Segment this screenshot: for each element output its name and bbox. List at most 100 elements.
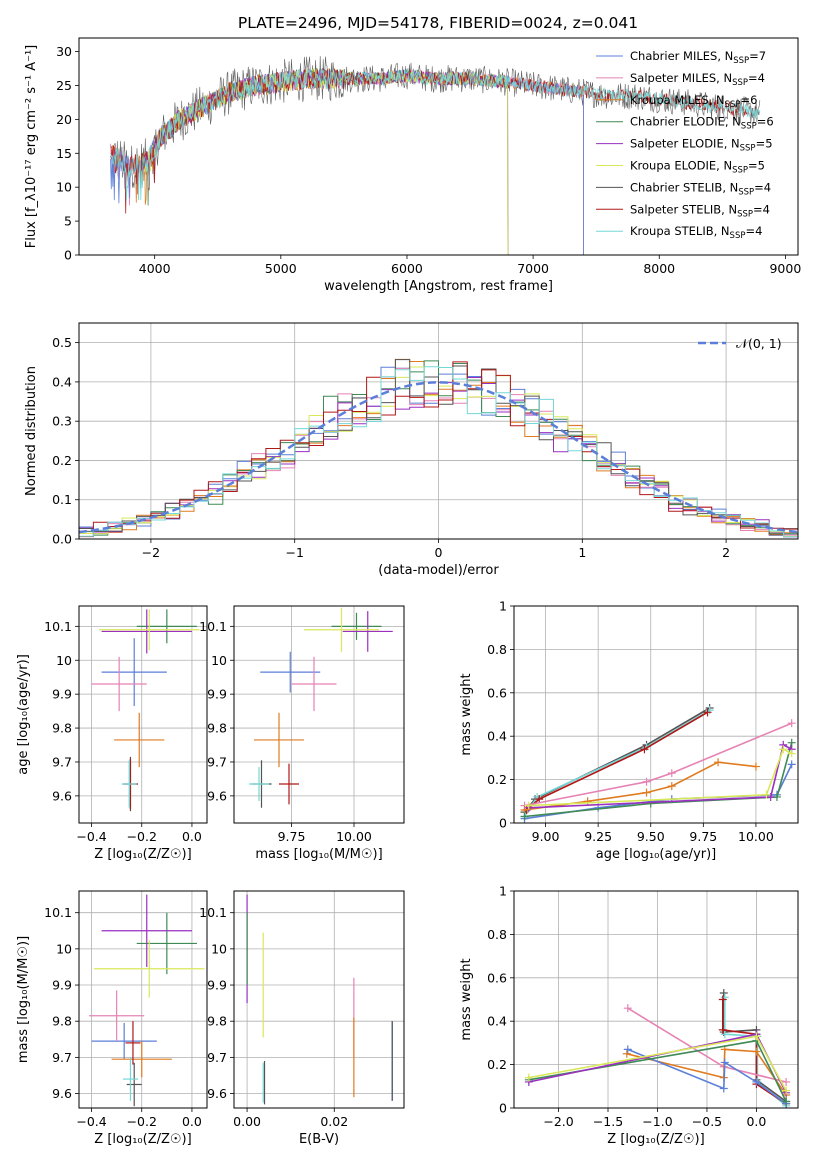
x-tick-label: 9000 — [769, 261, 801, 276]
series-marker — [642, 777, 651, 786]
x-axis-label: (data-model)/error — [378, 563, 499, 578]
plot-area — [89, 894, 205, 1107]
spectrum-line — [110, 67, 761, 202]
x-tick-label: 0.0 — [746, 1114, 766, 1129]
y-tick-label: 9.9 — [52, 978, 72, 993]
x-tick-label: 7000 — [517, 261, 549, 276]
series-marker — [642, 788, 651, 797]
series-marker — [752, 1077, 761, 1086]
series-line — [528, 748, 793, 807]
y-tick-label: 10.1 — [199, 619, 227, 634]
y-tick-label: 0.2 — [52, 453, 72, 468]
plot-area — [91, 609, 200, 812]
series-marker — [787, 719, 796, 728]
errorbar-point — [254, 712, 304, 768]
x-tick-label: −0.4 — [76, 1114, 106, 1129]
series-marker — [782, 1097, 791, 1106]
x-tick-label: 9.00 — [532, 829, 560, 844]
errorbar-point — [279, 763, 299, 805]
y-tick-label: 9.6 — [52, 788, 72, 803]
series-marker — [720, 1058, 729, 1067]
y-tick-label: 0.3 — [52, 414, 72, 429]
plot-area — [246, 894, 393, 1105]
legend-label: 𝒩(0, 1) — [736, 336, 782, 351]
legend-label: Kroupa ELODIE, NSSP=5 — [630, 159, 765, 176]
histogram-step — [79, 361, 798, 539]
y-tick-label: 10 — [211, 653, 227, 668]
errorbar-point — [114, 712, 165, 768]
plot-area — [524, 988, 791, 1108]
errorbar-point — [121, 760, 137, 808]
series-marker — [703, 708, 712, 717]
series-marker — [535, 795, 544, 804]
y-tick-label: 0 — [499, 816, 507, 831]
legend-label: Chabrier MILES, NSSP=7 — [630, 49, 766, 66]
y-tick-label: 9.8 — [207, 1014, 227, 1029]
x-tick-label: 4000 — [139, 261, 171, 276]
mass-weight-vs-age-panel: 9.00 9.25 9.50 9.75 10.00 0 0.2 0.4 0.6 0.8 1 age [… — [459, 599, 799, 862]
y-tick-label: 10.1 — [199, 905, 227, 920]
series-marker — [719, 988, 728, 997]
x-tick-label: 9.75 — [689, 829, 717, 844]
y-tick-label: 0.4 — [487, 1014, 507, 1029]
x-tick-label: 0.0 — [182, 1114, 202, 1129]
x-tick-label: 10.00 — [738, 829, 774, 844]
spectrum-panel: 4000 5000 6000 7000 8000 9000 0 5 10 15 20 25 30 wave… — [24, 37, 801, 294]
errorbar-point — [94, 939, 205, 998]
x-tick-label: 8000 — [643, 261, 675, 276]
spectrum-line — [141, 67, 509, 255]
series-marker — [720, 1030, 729, 1039]
series-marker — [667, 769, 676, 778]
series-marker — [752, 1047, 761, 1056]
residuals-panel: −2 −1 0 1 2 0.0 0.1 0.2 0.3 0.4 0.5 (data-model)/er… — [24, 322, 799, 578]
y-tick-label: 25 — [56, 78, 72, 93]
y-tick-label: 9.8 — [52, 721, 72, 736]
series-marker — [779, 745, 788, 754]
mass-vs-EBV-panel: 0.00 0.02 9.6 9.7 9.8 9.9 10 10.1 E(B-V) — [199, 890, 405, 1147]
errorbar-point — [291, 656, 337, 712]
series-marker — [751, 762, 760, 771]
axes-frame — [78, 605, 208, 824]
y-tick-label: 9.9 — [52, 687, 72, 702]
plot-area — [110, 56, 761, 255]
series-marker — [752, 1032, 761, 1041]
y-tick-label: 9.6 — [52, 1086, 72, 1101]
series-marker — [782, 1077, 791, 1086]
x-tick-label: 2 — [722, 545, 730, 560]
y-axis-label: age [log₁₀(age/yr)] — [16, 654, 31, 775]
series-line — [528, 743, 793, 809]
series-marker — [583, 797, 592, 806]
x-tick-label: −1.0 — [642, 1114, 672, 1129]
x-axis-label: age [log₁₀(age/yr)] — [596, 847, 717, 862]
errorbar-point — [89, 990, 145, 1042]
axes-frame — [513, 890, 799, 1109]
series-marker — [714, 758, 723, 767]
mass-weight-vs-Z-panel: −2.0 −1.5 −1.0 −0.5 0.0 0 0.2 0.4 0.6 0.8 1 Z [log₁… — [459, 884, 799, 1147]
series-marker — [524, 801, 533, 810]
histogram-step — [79, 366, 798, 539]
errorbar-point — [249, 767, 269, 801]
errorbar-point — [101, 894, 192, 967]
series-marker — [782, 1086, 791, 1095]
y-tick-label: 20 — [56, 112, 72, 127]
y-tick-label: 10 — [211, 941, 227, 956]
axes-frame — [513, 605, 799, 824]
x-axis-label: Z [log₁₀(Z/Z☉)] — [94, 847, 191, 862]
y-tick-label: 0.1 — [52, 492, 72, 507]
x-tick-label: 5000 — [265, 261, 297, 276]
series-marker — [719, 1084, 728, 1093]
errorbar-point — [101, 638, 167, 707]
errorbar-point — [122, 1057, 138, 1101]
errorbar-point — [99, 609, 200, 651]
series-marker — [622, 1049, 631, 1058]
x-tick-label: 0 — [435, 545, 443, 560]
y-tick-label: 0.8 — [487, 642, 507, 657]
errorbar-point — [101, 609, 192, 654]
axes-frame — [78, 37, 799, 256]
legend-label: Chabrier STELIB, NSSP=4 — [630, 180, 771, 197]
y-tick-label: 5 — [64, 214, 72, 229]
series-marker — [787, 760, 796, 769]
legend-label: Kroupa STELIB, NSSP=4 — [630, 224, 762, 241]
axes-frame — [233, 890, 405, 1109]
